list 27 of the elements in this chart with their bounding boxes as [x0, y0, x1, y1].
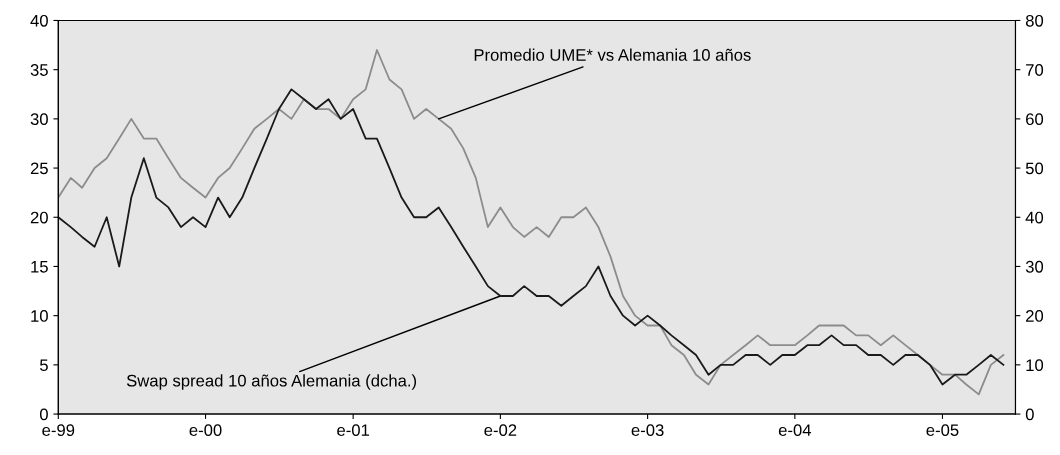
y-tick-label: 40	[30, 14, 48, 27]
y-tick-label: 5	[39, 359, 48, 372]
annotation: Promedio UME* vs Alemania 10 años	[474, 48, 751, 61]
y2-tick-label: 20	[1026, 310, 1044, 322]
y2-tick-label: 0	[1025, 408, 1034, 421]
y-tick-label: 10	[31, 310, 48, 322]
y2-tick-label: 40	[1025, 211, 1044, 224]
annotation: Swap spread 10 años Alemania (dcha.)	[126, 374, 417, 390]
x-tick-label: e-04	[778, 424, 812, 437]
x-tick-label: e-01	[337, 424, 370, 437]
y2-tick-label: 80	[1025, 14, 1044, 27]
x-tick-label: e-00	[189, 424, 222, 437]
y-tick-label: 25	[30, 162, 48, 175]
x-tick-label: e-05	[926, 424, 959, 437]
x-tick-label: e-99	[42, 424, 75, 437]
y2-tick-label: 30	[1025, 260, 1044, 273]
x-tick-label: e-02	[484, 424, 517, 437]
y2-tick-label: 50	[1025, 162, 1044, 175]
y-tick-label: 15	[31, 261, 48, 273]
y-tick-label: 0	[39, 408, 48, 421]
y-tick-label: 35	[30, 64, 48, 76]
y2-tick-label: 70	[1026, 64, 1044, 76]
y2-tick-label: 10	[1026, 359, 1044, 372]
x-tick-label: e-03	[631, 424, 664, 437]
y-tick-label: 30	[30, 113, 48, 126]
y-tick-label: 20	[30, 211, 48, 224]
y2-tick-label: 60	[1026, 113, 1044, 126]
